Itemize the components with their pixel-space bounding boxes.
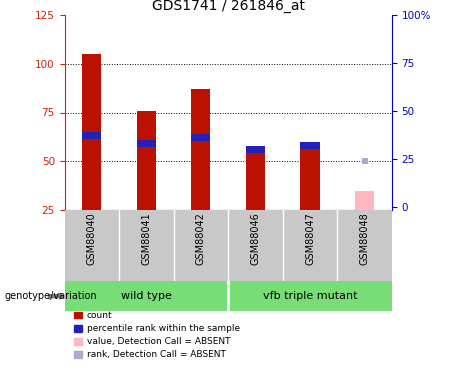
Bar: [355, 190, 374, 210]
Text: GSM88042: GSM88042: [196, 212, 206, 265]
Bar: [65, 210, 119, 281]
Bar: [246, 146, 265, 210]
Bar: [301, 146, 319, 210]
Bar: [301, 142, 319, 149]
Text: GSM88047: GSM88047: [305, 212, 315, 265]
Text: rank, Detection Call = ABSENT: rank, Detection Call = ABSENT: [87, 350, 225, 359]
Text: value, Detection Call = ABSENT: value, Detection Call = ABSENT: [87, 337, 230, 346]
Bar: [82, 132, 101, 140]
Text: percentile rank within the sample: percentile rank within the sample: [87, 324, 240, 333]
Bar: [191, 135, 211, 141]
Bar: [191, 89, 211, 210]
Bar: [228, 210, 283, 281]
Text: GSM88041: GSM88041: [142, 212, 151, 265]
Bar: [246, 146, 265, 153]
Bar: [283, 210, 337, 281]
Bar: [65, 281, 228, 311]
Text: GSM88046: GSM88046: [250, 212, 260, 265]
Bar: [82, 54, 101, 210]
Text: wild type: wild type: [121, 291, 172, 301]
Bar: [228, 281, 392, 311]
Text: vfb triple mutant: vfb triple mutant: [263, 291, 357, 301]
Bar: [137, 140, 156, 147]
Text: GSM88048: GSM88048: [360, 212, 370, 265]
Bar: [337, 210, 392, 281]
Title: GDS1741 / 261846_at: GDS1741 / 261846_at: [152, 0, 305, 13]
Text: GSM88040: GSM88040: [87, 212, 97, 265]
Bar: [119, 210, 174, 281]
Bar: [137, 111, 156, 210]
Text: count: count: [87, 310, 112, 320]
Text: genotype/variation: genotype/variation: [5, 291, 97, 301]
Bar: [174, 210, 228, 281]
